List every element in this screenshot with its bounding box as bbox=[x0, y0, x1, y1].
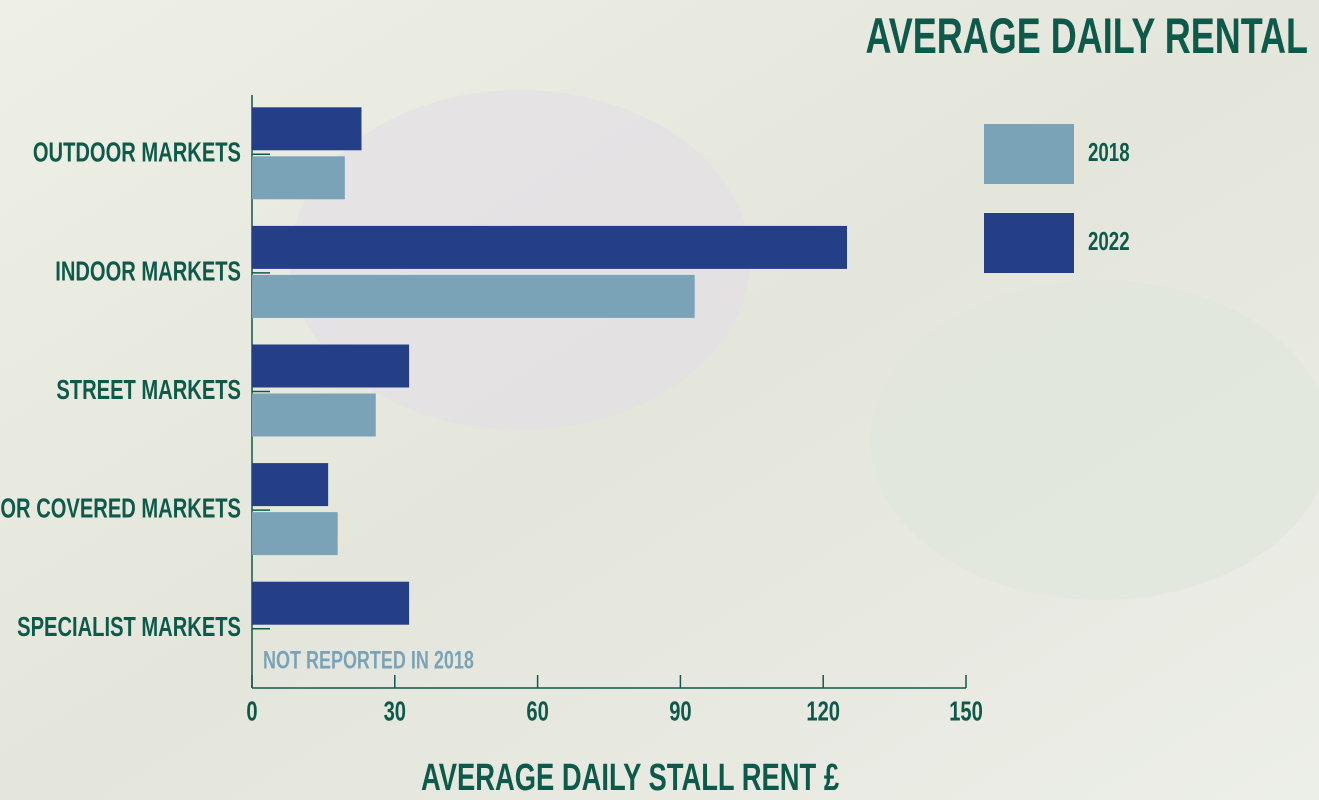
bar bbox=[252, 225, 847, 269]
y-tick-label: OUTDOOR COVERED MARKETS bbox=[0, 493, 241, 524]
bar bbox=[252, 344, 410, 388]
x-tick-label: 150 bbox=[949, 696, 983, 727]
y-tick-label: INDOOR MARKETS bbox=[55, 256, 241, 287]
bar bbox=[252, 274, 695, 318]
x-tick-label: 30 bbox=[384, 696, 406, 727]
bar bbox=[252, 463, 329, 507]
x-tick-label: 120 bbox=[806, 696, 840, 727]
bar bbox=[252, 107, 362, 151]
bar bbox=[252, 156, 345, 200]
bar bbox=[252, 393, 376, 437]
legend-swatch bbox=[984, 213, 1074, 273]
y-tick-label: STREET MARKETS bbox=[56, 375, 241, 406]
background-shape bbox=[870, 280, 1319, 600]
bar bbox=[252, 581, 410, 625]
legend-label: 2022 bbox=[1088, 226, 1130, 256]
x-axis-label: AVERAGE DAILY STALL RENT £ bbox=[421, 757, 840, 799]
x-tick-label: 60 bbox=[526, 696, 548, 727]
annotation: NOT REPORTED IN 2018 bbox=[263, 646, 474, 675]
legend-swatch bbox=[984, 124, 1074, 184]
y-tick-label: OUTDOOR MARKETS bbox=[33, 138, 241, 169]
legend-label: 2018 bbox=[1088, 137, 1130, 167]
x-tick-label: 90 bbox=[669, 696, 691, 727]
y-tick-label: SPECIALIST MARKETS bbox=[17, 612, 241, 643]
bar bbox=[252, 512, 338, 556]
chart-title: AVERAGE DAILY RENTAL bbox=[865, 10, 1308, 65]
x-tick-label: 0 bbox=[246, 696, 257, 727]
